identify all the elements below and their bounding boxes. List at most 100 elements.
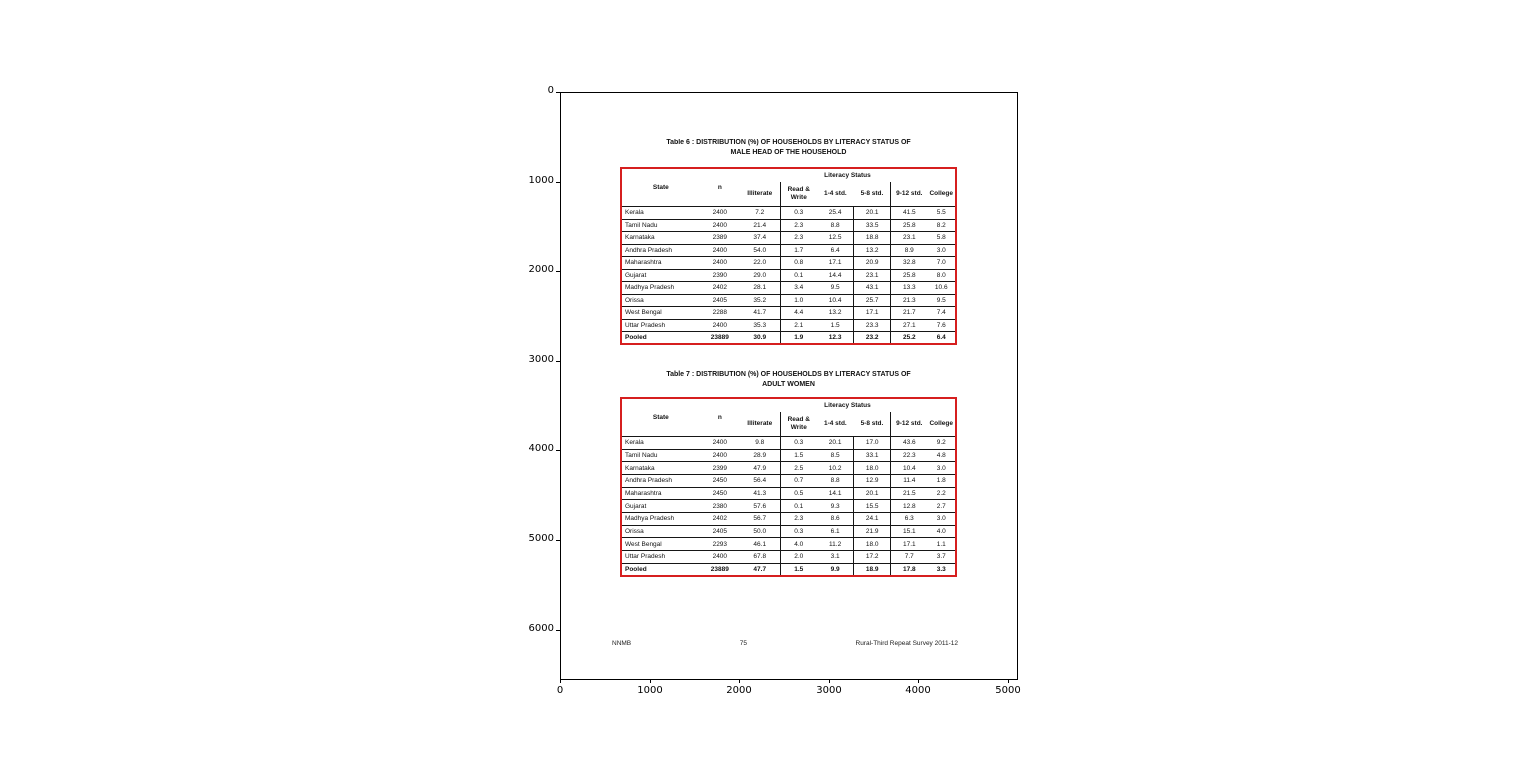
table-row: Tamil Nadu 2400 28.9 1.5 8.5 33.1 22.3 4.8 (621, 449, 956, 462)
group-header-literacy-status: Literacy Status (824, 401, 871, 409)
value-cell: 2399 (712, 464, 728, 472)
value-cell: 2.3 (779, 231, 817, 244)
x-tick-label: 3000 (816, 685, 842, 696)
value-cell: 8.9 (890, 244, 928, 257)
x-tick-mark (650, 679, 651, 683)
value-cell: 35.2 (753, 296, 767, 304)
state-cell: Tamil Nadu (625, 221, 658, 229)
x-tick-mark (918, 679, 919, 683)
value-cell: 33.1 (853, 449, 891, 462)
table-row: West Bengal 2288 41.7 4.4 13.2 17.1 21.7 7.4 (621, 306, 956, 319)
value-cell: 10.6 (934, 284, 948, 292)
value-cell: 0.7 (779, 474, 817, 488)
table7-title-line2: ADULT WOMEN (762, 380, 815, 388)
value-cell: 6.1 (830, 528, 840, 536)
value-cell: 2.7 (936, 502, 946, 510)
value-cell: 29.0 (753, 271, 767, 279)
value-cell: 2402 (712, 284, 728, 292)
y-tick-mark (556, 92, 560, 93)
table-row: Madhya Pradesh 2402 56.7 2.3 8.6 24.1 6.3 3.0 (621, 512, 956, 526)
value-cell: 2405 (712, 296, 728, 304)
table-row: Maharashtra 2400 22.0 0.8 17.1 20.9 32.8 7.0 (621, 256, 956, 269)
value-cell: 7.7 (890, 550, 928, 564)
state-cell: Maharashtra (625, 259, 662, 267)
value-cell: 7.0 (936, 259, 946, 267)
table-row: Andhra Pradesh 2450 56.4 0.7 8.8 12.9 11.4 1.8 (621, 474, 956, 488)
value-cell: 21.3 (890, 294, 928, 307)
value-cell: 4.4 (779, 306, 817, 319)
value-cell: 4.0 (936, 528, 946, 536)
table-row: Gujarat 2380 57.6 0.1 9.3 15.5 12.8 2.7 (621, 499, 956, 513)
value-cell: 23.2 (853, 331, 891, 344)
value-cell: 15.5 (853, 499, 891, 513)
value-cell: 1.5 (779, 449, 817, 462)
value-cell: 12.5 (828, 234, 842, 242)
value-cell: 12.8 (890, 499, 928, 513)
table-row: Orissa 2405 35.2 1.0 10.4 25.7 21.3 9.5 (621, 294, 956, 307)
value-cell: 23.3 (853, 319, 891, 332)
value-cell: 2400 (712, 321, 728, 329)
value-cell: 3.3 (936, 565, 946, 573)
table6-title-line1: Table 6 : DISTRIBUTION (%) OF HOUSEHOLDS… (666, 139, 911, 146)
value-cell: 21.9 (853, 525, 891, 538)
column-header-9-12-std: 9-12 std. (890, 182, 928, 207)
state-cell: West Bengal (625, 309, 662, 317)
state-cell: Pooled (625, 334, 647, 341)
y-tick-label: 4000 (528, 443, 554, 454)
value-cell: 24.1 (853, 512, 891, 526)
value-cell: 17.1 (853, 306, 891, 319)
value-cell: 21.7 (890, 306, 928, 319)
value-cell: 18.9 (853, 563, 891, 576)
value-cell: 47.9 (753, 464, 767, 472)
value-cell: 9.3 (830, 502, 840, 510)
value-cell: 1.0 (779, 294, 817, 307)
state-cell: West Bengal (625, 540, 662, 548)
table6-header: State n Literacy Status Illiterate Read … (621, 168, 956, 207)
value-cell: 21.5 (890, 487, 928, 500)
y-tick-mark (556, 182, 560, 183)
y-tick-label: 1000 (528, 175, 554, 186)
value-cell: 2.2 (936, 490, 946, 498)
state-cell: Gujarat (625, 271, 647, 279)
state-cell: Karnataka (625, 464, 655, 472)
column-header-1-4-std: 1-4 std. (816, 412, 854, 437)
value-cell: 14.1 (828, 490, 842, 498)
column-header-read-write: Read & Write (779, 412, 817, 437)
footer-org: NNMB (612, 640, 632, 647)
value-cell: 33.5 (853, 219, 891, 232)
table6-literacy-male-head: State n Literacy Status Illiterate Read … (620, 167, 957, 345)
value-cell: 47.7 (753, 565, 767, 573)
value-cell: 1.8 (936, 477, 946, 485)
value-cell: 8.0 (936, 271, 946, 279)
value-cell: 2450 (712, 490, 728, 498)
table-row: Andhra Pradesh 2400 54.0 1.7 6.4 13.2 8.9 3.0 (621, 244, 956, 257)
column-header-illiterate: Illiterate (739, 412, 781, 437)
table-row: Gujarat 2390 29.0 0.1 14.4 23.1 25.8 8.0 (621, 269, 956, 282)
value-cell: 6.4 (936, 334, 946, 341)
value-cell: 18.0 (853, 537, 891, 551)
value-cell: 21.4 (753, 221, 767, 229)
value-cell: 50.0 (753, 528, 767, 536)
value-cell: 8.8 (830, 477, 840, 485)
value-cell: 10.4 (890, 461, 928, 475)
column-header-read-write: Read & Write (779, 182, 817, 207)
value-cell: 3.1 (830, 553, 840, 561)
value-cell: 2288 (712, 309, 728, 317)
table7-title-line1: Table 7 : DISTRIBUTION (%) OF HOUSEHOLDS… (666, 371, 911, 378)
value-cell: 22.0 (753, 259, 767, 267)
value-cell: 17.1 (828, 259, 842, 267)
value-cell: 17.0 (853, 436, 891, 450)
value-cell: 56.7 (753, 515, 767, 523)
y-tick-label: 6000 (528, 623, 554, 634)
value-cell: 13.2 (828, 309, 842, 317)
table6-title-line2: MALE HEAD OF THE HOUSEHOLD (730, 148, 847, 156)
value-cell: 7.6 (936, 321, 946, 329)
y-tick-label: 0 (547, 85, 554, 96)
value-cell: 56.4 (753, 477, 767, 485)
value-cell: 41.3 (753, 490, 767, 498)
value-cell: 2400 (712, 553, 728, 561)
table-row: West Bengal 2293 46.1 4.0 11.2 18.0 17.1 1.1 (621, 537, 956, 551)
value-cell: 32.8 (890, 256, 928, 269)
y-tick-mark (556, 271, 560, 272)
